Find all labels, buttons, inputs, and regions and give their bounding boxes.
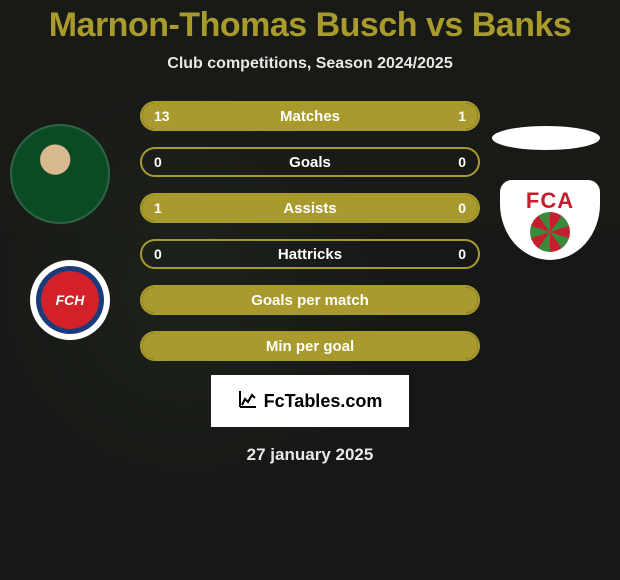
player-avatar-left — [10, 124, 110, 224]
player-placeholder-right — [492, 126, 600, 150]
club-badge-right-label: FCA — [526, 188, 574, 214]
club-badge-right-icon — [530, 212, 570, 252]
footer-site-name: FcTables.com — [264, 391, 383, 412]
stat-label: Min per goal — [266, 338, 354, 355]
stat-value-right: 0 — [458, 200, 466, 216]
stat-row: Goals per match — [140, 285, 480, 315]
stat-label: Assists — [283, 200, 336, 217]
stat-label: Hattricks — [278, 246, 342, 263]
stat-label: Matches — [280, 108, 340, 125]
footer-branding: FcTables.com — [211, 375, 409, 427]
chart-icon — [238, 389, 258, 414]
stat-value-left: 13 — [154, 108, 170, 124]
stat-row: 13 1 Matches — [140, 101, 480, 131]
stat-value-right: 0 — [458, 246, 466, 262]
page-title: Marnon-Thomas Busch vs Banks — [49, 6, 572, 45]
stat-value-left: 0 — [154, 154, 162, 170]
stat-row: 0 0 Goals — [140, 147, 480, 177]
stat-value-right: 1 — [458, 108, 466, 124]
stat-row: Min per goal — [140, 331, 480, 361]
stat-value-left: 1 — [154, 200, 162, 216]
stat-row: 1 0 Assists — [140, 193, 480, 223]
stat-row: 0 0 Hattricks — [140, 239, 480, 269]
club-badge-left: FCH — [30, 260, 110, 340]
stat-value-left: 0 — [154, 246, 162, 262]
page-subtitle: Club competitions, Season 2024/2025 — [167, 55, 452, 73]
stat-label: Goals per match — [251, 292, 369, 309]
stat-value-right: 0 — [458, 154, 466, 170]
footer-date: 27 january 2025 — [247, 445, 374, 465]
club-badge-left-label: FCH — [36, 266, 104, 334]
stat-label: Goals — [289, 154, 331, 171]
